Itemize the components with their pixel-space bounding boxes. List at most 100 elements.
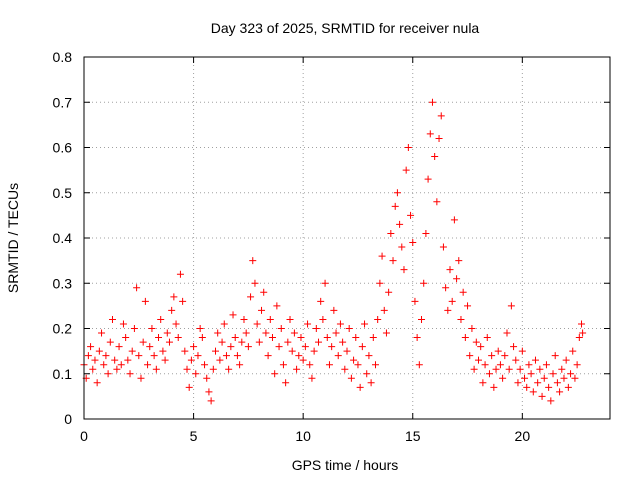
- data-point: [249, 257, 257, 265]
- data-point: [244, 343, 252, 351]
- data-point: [354, 361, 362, 369]
- data-point: [378, 252, 386, 260]
- data-point: [453, 275, 461, 283]
- data-point: [218, 338, 226, 346]
- data-point: [141, 297, 149, 305]
- data-points: [80, 98, 587, 405]
- data-point: [229, 311, 237, 319]
- data-point: [87, 343, 95, 351]
- data-point: [190, 343, 198, 351]
- data-point: [124, 356, 132, 364]
- data-point: [371, 361, 379, 369]
- data-point: [128, 347, 136, 355]
- data-point: [553, 379, 561, 387]
- data-point: [236, 361, 244, 369]
- data-point: [527, 370, 535, 378]
- data-point: [297, 334, 305, 342]
- data-point: [168, 306, 176, 314]
- chart-title: Day 323 of 2025, SRMTID for receiver nul…: [211, 20, 480, 36]
- data-point: [159, 347, 167, 355]
- data-point: [207, 397, 215, 405]
- x-axis-label: GPS time / hours: [292, 457, 399, 473]
- y-tick-label: 0.6: [53, 140, 73, 156]
- data-point: [428, 98, 436, 106]
- data-point: [512, 356, 520, 364]
- data-point: [194, 352, 202, 360]
- data-point: [542, 361, 550, 369]
- y-tick-label: 0.4: [53, 230, 73, 246]
- data-point: [266, 315, 274, 323]
- data-point: [556, 388, 564, 396]
- data-point: [282, 379, 290, 387]
- data-point: [389, 257, 397, 265]
- data-point: [400, 266, 408, 274]
- data-point: [426, 130, 434, 138]
- data-point: [516, 365, 524, 373]
- data-point: [450, 216, 458, 224]
- data-point: [271, 370, 279, 378]
- data-point: [225, 365, 233, 373]
- y-tick-label: 0.3: [53, 275, 73, 291]
- data-point: [385, 288, 393, 296]
- data-point: [499, 374, 507, 382]
- data-point: [521, 374, 529, 382]
- data-point: [102, 352, 110, 360]
- data-point: [185, 383, 193, 391]
- data-point: [183, 365, 191, 373]
- data-point: [262, 329, 270, 337]
- data-point: [117, 361, 125, 369]
- data-point: [284, 338, 292, 346]
- data-point: [564, 383, 572, 391]
- data-point: [407, 211, 415, 219]
- data-point: [317, 297, 325, 305]
- data-point: [433, 198, 441, 206]
- data-point: [174, 334, 182, 342]
- data-point: [501, 352, 509, 360]
- x-tick-label: 10: [295, 428, 311, 444]
- data-point: [104, 370, 112, 378]
- data-point: [130, 325, 138, 332]
- data-point: [312, 325, 320, 332]
- data-point: [573, 361, 581, 369]
- data-point: [448, 297, 456, 305]
- data-point: [411, 297, 419, 305]
- data-point: [290, 329, 298, 337]
- data-point: [523, 383, 531, 391]
- data-point: [273, 302, 281, 310]
- data-point: [91, 356, 99, 364]
- data-point: [203, 374, 211, 382]
- data-point: [306, 361, 314, 369]
- data-point: [148, 325, 156, 332]
- data-point: [485, 370, 493, 378]
- data-point: [201, 361, 209, 369]
- data-point: [492, 365, 500, 373]
- data-point: [461, 334, 469, 342]
- data-point: [115, 343, 123, 351]
- data-point: [418, 315, 426, 323]
- data-point: [293, 365, 301, 373]
- data-point: [319, 315, 327, 323]
- data-point: [442, 284, 450, 292]
- data-point: [569, 347, 577, 355]
- data-point: [334, 352, 342, 360]
- data-point: [214, 329, 222, 337]
- data-point: [288, 347, 296, 355]
- data-point: [571, 374, 579, 382]
- data-point: [396, 220, 404, 228]
- data-point: [534, 379, 542, 387]
- data-point: [518, 347, 526, 355]
- data-point: [387, 229, 395, 237]
- data-point: [196, 325, 204, 332]
- data-point: [439, 243, 447, 251]
- data-point: [505, 365, 513, 373]
- data-point: [233, 352, 241, 360]
- data-point: [490, 383, 498, 391]
- data-point: [260, 288, 268, 296]
- data-point: [538, 392, 546, 400]
- data-point: [510, 343, 518, 351]
- data-point: [315, 338, 323, 346]
- data-point: [308, 374, 316, 382]
- data-point: [466, 352, 474, 360]
- data-point: [374, 315, 382, 323]
- data-point: [356, 383, 364, 391]
